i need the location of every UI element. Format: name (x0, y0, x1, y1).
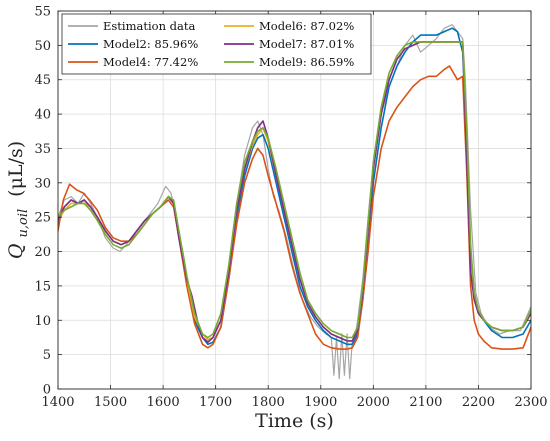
legend-entry-model2: Model2: 85.96% (103, 37, 198, 51)
y-axis-label-main: Q (5, 244, 27, 260)
y-axis-label-unit: (μL/s) (5, 141, 27, 197)
legend-entry-estimation-data: Estimation data (103, 19, 195, 33)
x-axis-label: Time (s) (255, 410, 334, 432)
x-tick-label: 2100 (409, 395, 442, 410)
legend-entry-model6: Model6: 87.02% (259, 19, 354, 33)
x-tick-label: 2000 (357, 395, 390, 410)
axes-box (57, 10, 532, 390)
y-tick-label: 30 (34, 176, 51, 191)
y-tick-label: 20 (34, 245, 51, 260)
y-tick-label: 40 (34, 108, 51, 123)
series-layer (58, 24, 531, 380)
series-line-model9 (58, 41, 531, 339)
legend-entry-model7: Model7: 87.01% (259, 37, 354, 51)
y-axis-ticks: 0 5 10 15 20 25 30 35 40 45 50 55 (34, 5, 531, 398)
x-tick-label: 1700 (199, 395, 232, 410)
legend-box (61, 13, 372, 75)
y-axis-label: Q u,oil (μL/s) (5, 141, 32, 259)
x-tick-label: 2300 (514, 395, 547, 410)
x-tick-label: 1800 (252, 395, 285, 410)
y-tick-label: 35 (34, 142, 51, 157)
x-tick-label: 2200 (462, 395, 495, 410)
legend-entry-model4: Model4: 77.42% (103, 55, 198, 69)
y-axis-label-subscript: u,oil (16, 209, 31, 238)
x-tick-label: 1600 (147, 395, 180, 410)
y-tick-label: 55 (34, 5, 51, 20)
y-tick-label: 5 (43, 348, 51, 363)
legend: Estimation data Model2: 85.96% Model4: 77.… (61, 13, 372, 75)
x-tick-label: 1400 (41, 395, 74, 410)
y-tick-label: 45 (34, 73, 51, 88)
y-tick-label: 25 (34, 211, 51, 226)
x-axis-ticks: 1400 1500 1600 1700 1800 1900 2000 2100 2200 2300 (41, 11, 548, 410)
legend-entry-model9: Model9: 86.59% (259, 55, 354, 69)
x-tick-label: 1500 (94, 395, 127, 410)
x-tick-label: 1900 (304, 395, 337, 410)
y-tick-label: 50 (34, 39, 51, 54)
y-tick-label: 10 (34, 314, 51, 329)
y-tick-label: 0 (43, 383, 51, 398)
y-tick-label: 15 (34, 279, 51, 294)
